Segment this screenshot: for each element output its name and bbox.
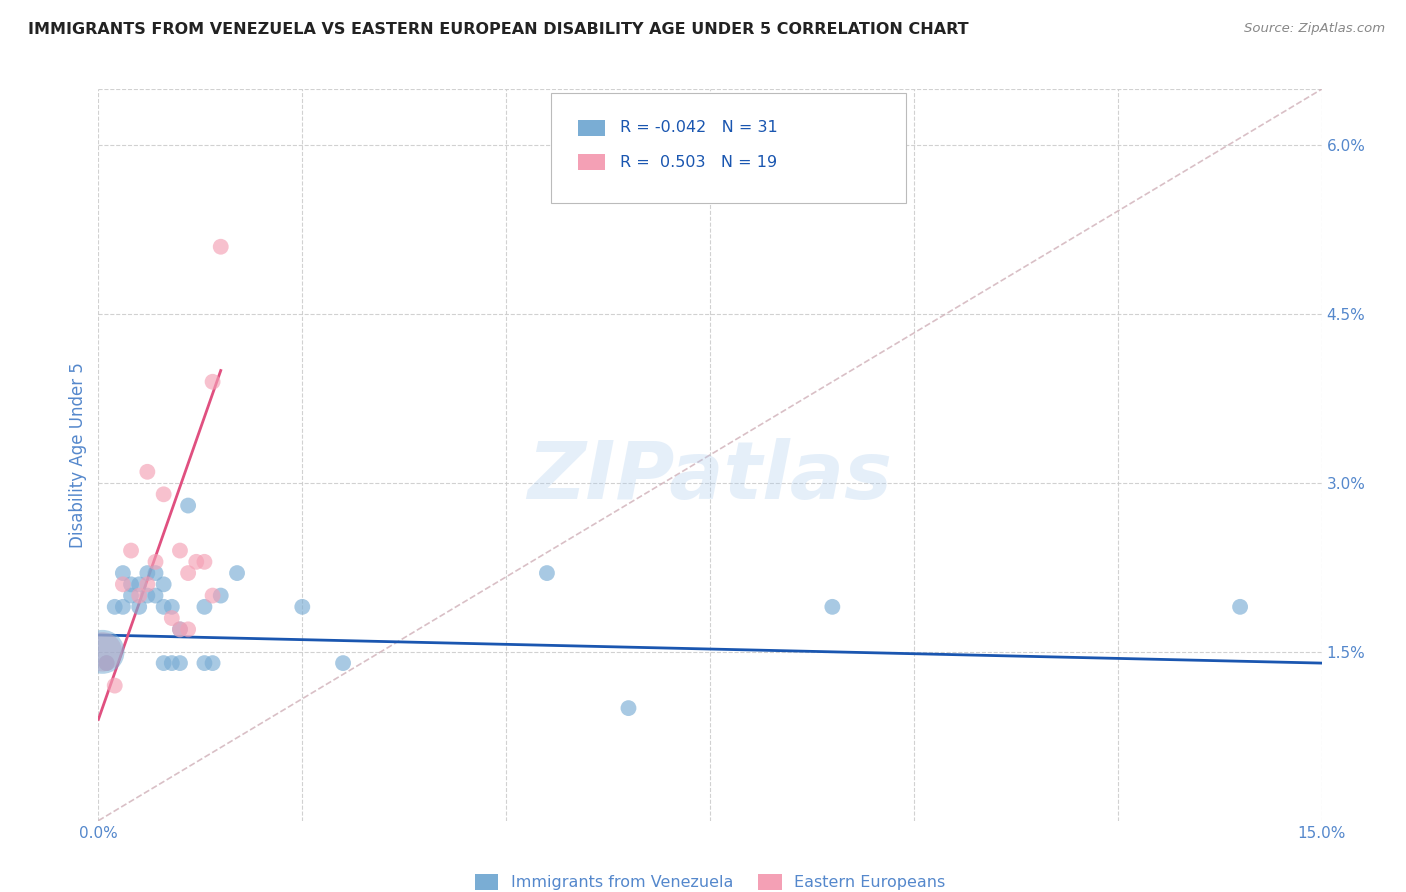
Point bbox=[120, 543, 142, 558]
Point bbox=[177, 566, 200, 580]
Point bbox=[152, 599, 174, 614]
Point bbox=[120, 577, 142, 591]
Point bbox=[111, 599, 134, 614]
Point bbox=[201, 589, 224, 603]
Point bbox=[160, 611, 183, 625]
Point bbox=[193, 656, 215, 670]
Point bbox=[291, 599, 314, 614]
Point bbox=[1229, 599, 1251, 614]
Point bbox=[128, 577, 150, 591]
Point bbox=[160, 599, 183, 614]
Point bbox=[111, 566, 134, 580]
Point bbox=[120, 589, 142, 603]
Point bbox=[821, 599, 844, 614]
Point bbox=[152, 656, 174, 670]
FancyBboxPatch shape bbox=[578, 154, 605, 170]
Point bbox=[193, 599, 215, 614]
Point bbox=[136, 577, 159, 591]
Point bbox=[104, 679, 127, 693]
Point bbox=[111, 577, 134, 591]
Text: ZIPatlas: ZIPatlas bbox=[527, 438, 893, 516]
Point bbox=[104, 599, 127, 614]
Point bbox=[91, 645, 114, 659]
Point bbox=[177, 499, 200, 513]
Legend: Immigrants from Venezuela, Eastern Europeans: Immigrants from Venezuela, Eastern Europ… bbox=[468, 867, 952, 892]
Point bbox=[96, 656, 118, 670]
Point bbox=[136, 566, 159, 580]
FancyBboxPatch shape bbox=[578, 120, 605, 136]
Point bbox=[193, 555, 215, 569]
Point bbox=[536, 566, 558, 580]
Point bbox=[160, 656, 183, 670]
Y-axis label: Disability Age Under 5: Disability Age Under 5 bbox=[69, 362, 87, 548]
Point bbox=[169, 623, 191, 637]
Point bbox=[91, 645, 114, 659]
Text: R = -0.042   N = 31: R = -0.042 N = 31 bbox=[620, 120, 778, 136]
Point bbox=[169, 543, 191, 558]
Text: R =  0.503   N = 19: R = 0.503 N = 19 bbox=[620, 155, 776, 169]
Point bbox=[226, 566, 249, 580]
Point bbox=[332, 656, 354, 670]
Point bbox=[152, 577, 174, 591]
Point bbox=[145, 589, 167, 603]
Point bbox=[152, 487, 174, 501]
Point bbox=[169, 656, 191, 670]
Point bbox=[128, 599, 150, 614]
Point bbox=[617, 701, 640, 715]
Text: Source: ZipAtlas.com: Source: ZipAtlas.com bbox=[1244, 22, 1385, 36]
Point bbox=[209, 589, 232, 603]
Text: IMMIGRANTS FROM VENEZUELA VS EASTERN EUROPEAN DISABILITY AGE UNDER 5 CORRELATION: IMMIGRANTS FROM VENEZUELA VS EASTERN EUR… bbox=[28, 22, 969, 37]
Point bbox=[145, 566, 167, 580]
Point bbox=[201, 375, 224, 389]
Point bbox=[136, 465, 159, 479]
FancyBboxPatch shape bbox=[551, 93, 905, 202]
Point bbox=[136, 589, 159, 603]
Point bbox=[209, 240, 232, 254]
Point bbox=[128, 589, 150, 603]
Point bbox=[169, 623, 191, 637]
Point bbox=[177, 623, 200, 637]
Point bbox=[145, 555, 167, 569]
Point bbox=[186, 555, 208, 569]
Point bbox=[96, 656, 118, 670]
Point bbox=[201, 656, 224, 670]
